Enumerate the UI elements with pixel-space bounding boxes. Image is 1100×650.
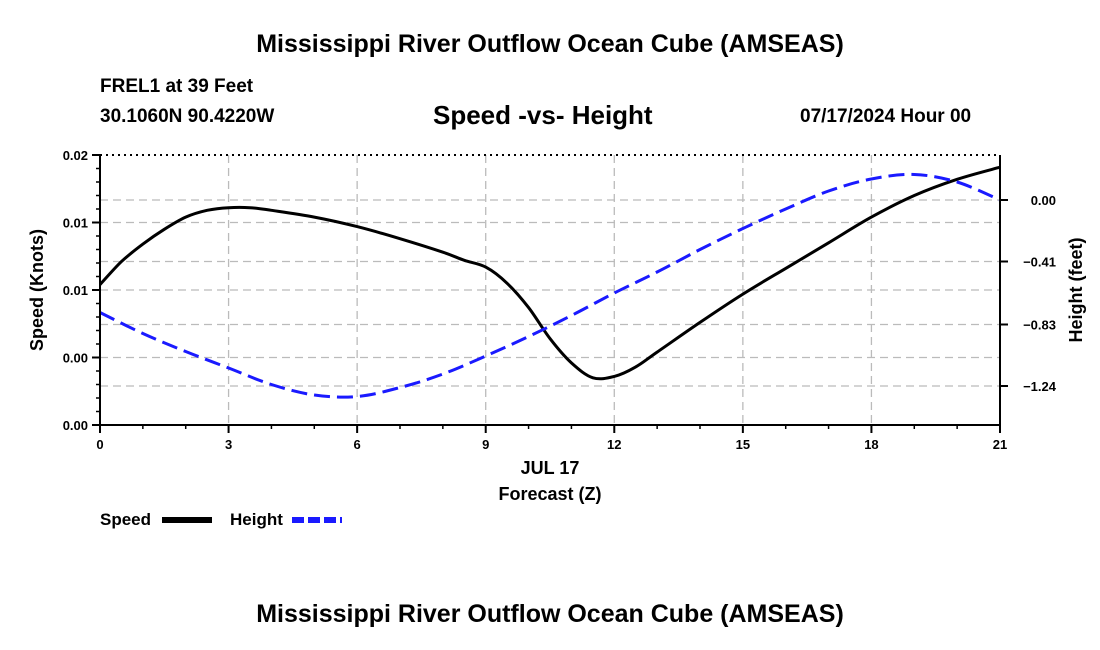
station-coordinates: 30.1060N 90.4220W — [100, 106, 275, 127]
y2-tick-label: −1.24 — [1023, 379, 1057, 394]
x-tick-label: 21 — [993, 437, 1007, 452]
x-tick-label: 12 — [607, 437, 621, 452]
y2-tick-label: −0.41 — [1023, 255, 1056, 270]
legend-label-speed: Speed — [100, 510, 151, 529]
y-tick-label: 0.00 — [63, 351, 88, 366]
series-line-height — [99, 172, 1001, 399]
y-axis-title: Speed (Knots) — [27, 229, 47, 351]
axes — [92, 154, 1008, 433]
station-label: FREL1 at 39 Feet — [100, 76, 254, 97]
series-lines — [98, 165, 1001, 399]
series-line-speed — [98, 165, 1001, 381]
chart-subtitle: Speed -vs- Height — [433, 100, 653, 130]
x-tick-label: 15 — [736, 437, 750, 452]
y-tick-label: 0.01 — [63, 283, 88, 298]
y2-axis-title: Height (feet) — [1066, 238, 1086, 343]
tick-labels: 0 3 6 9 12 15 18 21 0.00 0.00 0.01 0.01 0.02 −1.24 −0.… — [63, 148, 1057, 452]
chart-bottom-title: Mississippi River Outflow Ocean Cube (AM… — [256, 600, 844, 628]
x-tick-label: 3 — [225, 437, 232, 452]
grid-lines — [100, 155, 1000, 425]
y-tick-label: 0.02 — [63, 148, 88, 163]
y2-tick-label: 0.00 — [1031, 193, 1056, 208]
chart-main-title: Mississippi River Outflow Ocean Cube (AM… — [256, 30, 844, 58]
x-tick-label: 18 — [864, 437, 878, 452]
x-tick-label: 0 — [96, 437, 103, 452]
x-tick-label: 6 — [354, 437, 361, 452]
forecast-datetime: 07/17/2024 Hour 00 — [800, 106, 972, 127]
x-axis-title: Forecast (Z) — [498, 484, 601, 504]
legend-label-height: Height — [230, 510, 283, 529]
y-tick-label: 0.01 — [63, 216, 88, 231]
y-tick-label: 0.00 — [63, 418, 88, 433]
legend: Speed Height — [100, 510, 342, 529]
y2-tick-label: −0.83 — [1023, 318, 1056, 333]
x-axis-date-label: JUL 17 — [521, 458, 580, 478]
x-tick-label: 9 — [482, 437, 489, 452]
